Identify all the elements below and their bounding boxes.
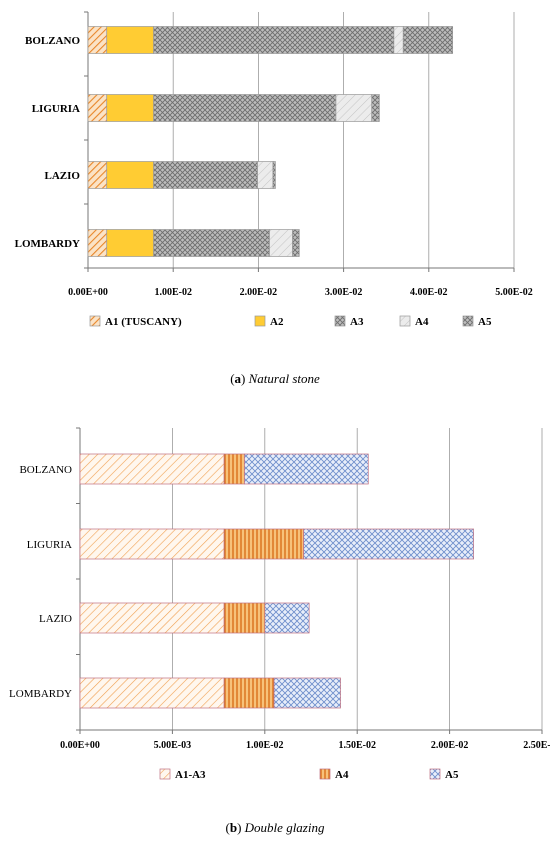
bar-lazio-a2 [106, 161, 154, 189]
bar-lombardy-a1-tuscany- [87, 229, 108, 257]
chart-double-glazing: 0.00E+00 5.00E-03 1.00E-02 1.50E-02 2.00E-02… [9, 427, 550, 781]
bar-lombardy-a4 [223, 677, 275, 709]
category-label: LOMBARDY [9, 688, 72, 700]
chart-natural-stone: 0.00E+00 1.00E-02 2.00E-02 3.00E-02 4.00E-02… [15, 11, 533, 328]
x-tick-label: 2.50E-02 [523, 740, 550, 751]
bar-lazio-a1-a3 [79, 602, 225, 634]
x-tick-label: 0.00E+00 [68, 287, 108, 298]
bar-liguria-a4 [335, 94, 373, 122]
bar-lazio-a4 [223, 602, 266, 634]
x-tick-label: 0.00E+00 [60, 740, 100, 751]
category-label: LAZIO [45, 170, 81, 182]
x-tick-label: 2.00E-02 [431, 740, 469, 751]
x-tick-label: 4.00E-02 [410, 287, 448, 298]
x-tick-label: 2.00E-02 [240, 287, 278, 298]
bar-liguria-a3 [153, 94, 337, 122]
bar-liguria-a2 [106, 94, 154, 122]
legend-swatch [334, 315, 346, 327]
legend-label: A5 [478, 316, 492, 328]
bar-bolzano-a1-tuscany- [87, 26, 108, 54]
category-label: LIGURIA [27, 539, 72, 551]
bar-bolzano-a4 [393, 26, 404, 54]
x-tick-label: 3.00E-02 [325, 287, 363, 298]
category-label: BOLZANO [25, 35, 80, 47]
x-tick-label: 5.00E-03 [154, 740, 192, 751]
legend-swatch [462, 315, 474, 327]
category-label: BOLZANO [19, 464, 72, 476]
caption-b: (b) Double glazing [225, 820, 325, 835]
bar-lazio-a5 [272, 161, 276, 189]
legend-label: A4 [335, 769, 349, 781]
bar-bolzano-a2 [106, 26, 154, 54]
legend-label: A5 [445, 769, 459, 781]
bar-lombardy-a2 [106, 229, 154, 257]
legend-label: A3 [350, 316, 364, 328]
bar-lombardy-a1-a3 [79, 677, 225, 709]
bar-bolzano-a5 [402, 26, 454, 54]
x-tick-label: 1.00E-02 [246, 740, 284, 751]
category-label: LAZIO [39, 613, 72, 625]
bar-liguria-a5 [371, 94, 380, 122]
bar-lombardy-a5 [292, 229, 300, 257]
bar-lazio-a5 [264, 602, 310, 634]
bar-bolzano-a4 [223, 453, 245, 485]
bar-lazio-a1-tuscany- [87, 161, 108, 189]
bar-lombardy-a3 [153, 229, 270, 257]
legend-label: A2 [270, 316, 284, 328]
legend-label: A1-A3 [175, 769, 206, 781]
category-label: LIGURIA [32, 103, 80, 115]
x-tick-label: 5.00E-02 [495, 287, 533, 298]
bar-bolzano-a3 [153, 26, 395, 54]
bar-bolzano-a5 [244, 453, 369, 485]
bar-liguria-a1-tuscany- [87, 94, 108, 122]
legend-label: A4 [415, 316, 429, 328]
caption-a-text: Natural stone [248, 371, 320, 386]
bar-liguria-a5 [303, 528, 474, 560]
x-tick-label: 1.50E-02 [338, 740, 376, 751]
caption-a-letter: a [234, 371, 242, 386]
legend-swatch [159, 768, 171, 780]
caption-b-text: Double glazing [244, 820, 325, 835]
bar-liguria-a1-a3 [79, 528, 225, 560]
bar-lombardy-a4 [269, 229, 293, 257]
bar-lazio-a3 [153, 161, 258, 189]
legend-swatch [254, 315, 266, 327]
caption-b-letter: b [229, 820, 238, 835]
bar-lazio-a4 [257, 161, 274, 189]
legend-swatch [319, 768, 331, 780]
bar-liguria-a4 [223, 528, 304, 560]
legend-swatch [399, 315, 411, 327]
x-tick-label: 1.00E-02 [154, 287, 192, 298]
legend-label: A1 (TUSCANY) [105, 316, 182, 328]
category-label: LOMBARDY [15, 238, 80, 250]
legend-swatch [429, 768, 441, 780]
bar-bolzano-a1-a3 [79, 453, 225, 485]
legend-swatch [89, 315, 101, 327]
bar-lombardy-a5 [273, 677, 341, 709]
caption-a: (a) Natural stone [230, 371, 320, 386]
